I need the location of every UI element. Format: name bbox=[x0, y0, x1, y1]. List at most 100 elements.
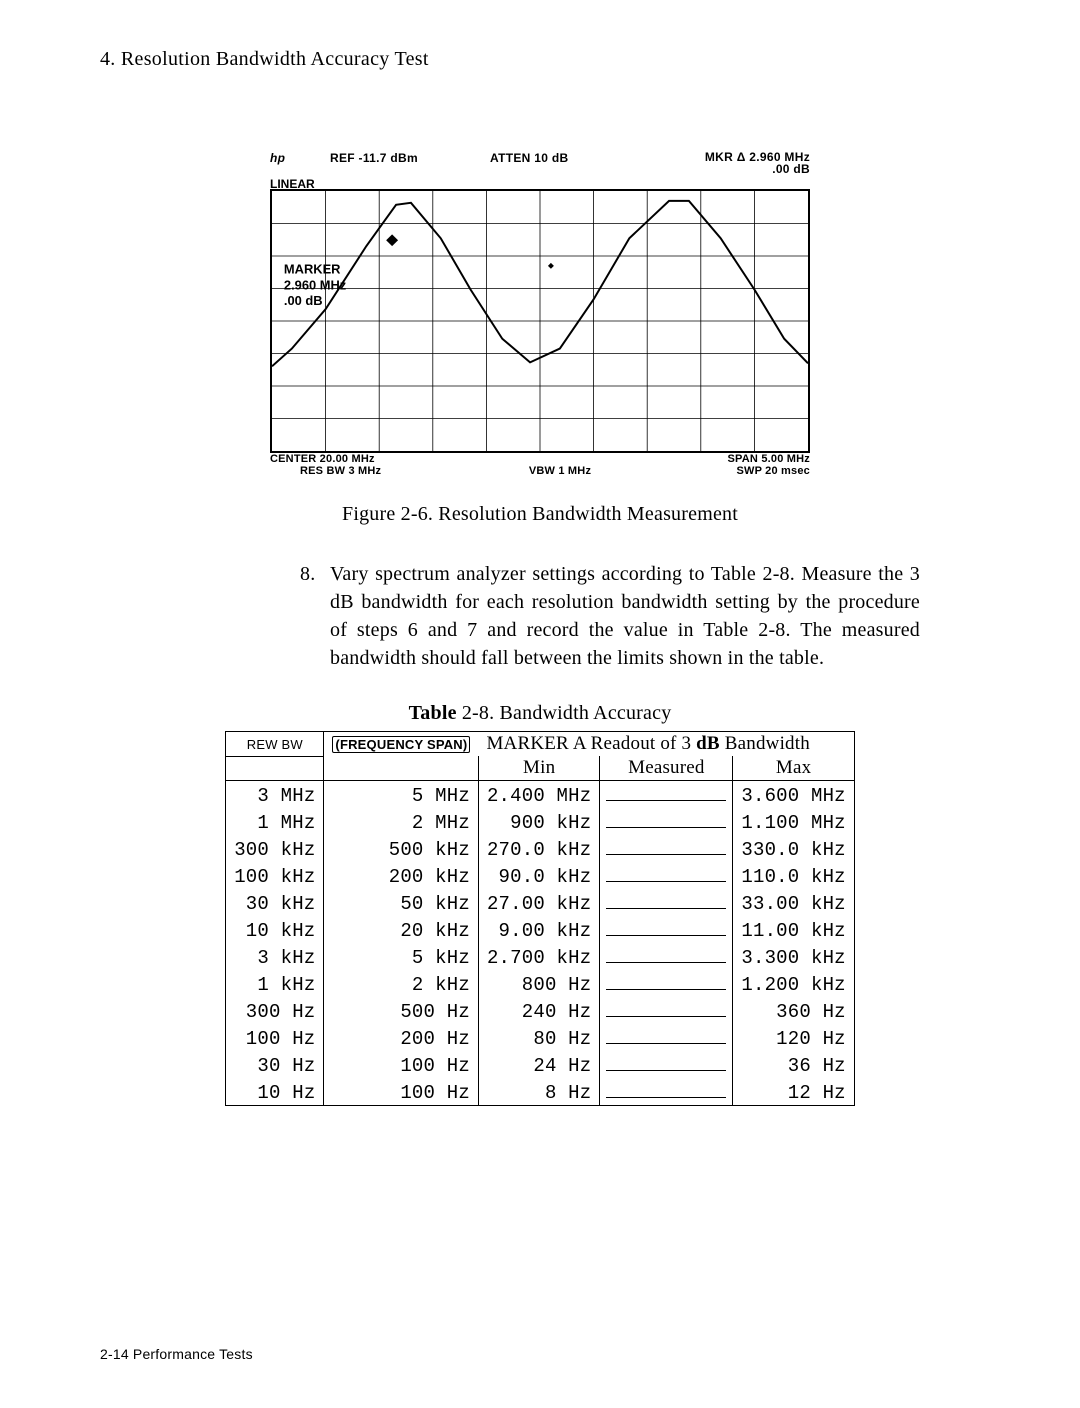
span: SPAN 5.00 MHz bbox=[728, 453, 810, 465]
hdr-resbw: REW BW bbox=[226, 732, 324, 757]
cell-resbw: 3 MHz bbox=[226, 781, 324, 809]
hdr-marker-readout: MARKER A Readout of 3 dB Bandwidth bbox=[478, 732, 854, 757]
cell-min: 2.700 kHz bbox=[478, 943, 599, 970]
cell-min: 2.400 MHz bbox=[478, 781, 599, 809]
cell-measured[interactable] bbox=[600, 943, 733, 970]
cell-measured[interactable] bbox=[600, 862, 733, 889]
table-row: 300 kHz500 kHz270.0 kHz330.0 kHz bbox=[226, 835, 855, 862]
cell-min: 270.0 kHz bbox=[478, 835, 599, 862]
cell-freqspan: 5 kHz bbox=[324, 943, 479, 970]
table-caption: Table 2-8. Bandwidth Accuracy bbox=[140, 702, 940, 725]
cell-min: 9.00 kHz bbox=[478, 916, 599, 943]
spectrum-analyzer-figure: hp REF -11.7 dBm ATTEN 10 dB MKR Δ 2.960… bbox=[270, 151, 810, 477]
table-row: 10 kHz20 kHz9.00 kHz 11.00 kHz bbox=[226, 916, 855, 943]
cell-max: 12 Hz bbox=[733, 1078, 854, 1106]
cell-max: 360 Hz bbox=[733, 997, 854, 1024]
analyzer-top-labels: hp REF -11.7 dBm ATTEN 10 dB MKR Δ 2.960… bbox=[270, 151, 810, 175]
cell-min: 900 kHz bbox=[478, 808, 599, 835]
hdr-freqspan: (FREQUENCY SPAN) bbox=[324, 732, 479, 757]
cell-min: 240 Hz bbox=[478, 997, 599, 1024]
cell-max: 330.0 kHz bbox=[733, 835, 854, 862]
cell-resbw: 30 kHz bbox=[226, 889, 324, 916]
cell-resbw: 10 kHz bbox=[226, 916, 324, 943]
marker-val1: 2.960 MHz bbox=[284, 278, 346, 293]
hp-logo: hp bbox=[270, 151, 330, 175]
cell-resbw: 10 Hz bbox=[226, 1078, 324, 1106]
cell-resbw: 1 kHz bbox=[226, 970, 324, 997]
cell-max: 36 Hz bbox=[733, 1051, 854, 1078]
table-row: 30 Hz100 Hz24 Hz 36 Hz bbox=[226, 1051, 855, 1078]
page-footer: 2-14 Performance Tests bbox=[100, 1346, 253, 1362]
cell-freqspan: 20 kHz bbox=[324, 916, 479, 943]
cell-resbw: 3 kHz bbox=[226, 943, 324, 970]
marker-delta-line2: .00 dB bbox=[772, 162, 810, 176]
cell-max: 3.600 MHz bbox=[733, 781, 854, 809]
step-text: Vary spectrum analyzer settings accordin… bbox=[330, 560, 920, 672]
cell-freqspan: 100 Hz bbox=[324, 1051, 479, 1078]
table-row: 100 kHz200 kHz90.0 kHz 110.0 kHz bbox=[226, 862, 855, 889]
table-row: 3 MHz5 MHz2.400 MHz 3.600 MHz bbox=[226, 781, 855, 809]
cell-min: 8 Hz bbox=[478, 1078, 599, 1106]
cell-freqspan: 200 Hz bbox=[324, 1024, 479, 1051]
cell-resbw: 100 kHz bbox=[226, 862, 324, 889]
cell-max: 11.00 kHz bbox=[733, 916, 854, 943]
cell-freqspan: 100 Hz bbox=[324, 1078, 479, 1106]
cell-resbw: 1 MHz bbox=[226, 808, 324, 835]
table-row: 10 Hz100 Hz8 Hz 12 Hz bbox=[226, 1078, 855, 1106]
sweep: SWP 20 msec bbox=[736, 465, 810, 477]
section-heading: 4. Resolution Bandwidth Accuracy Test bbox=[100, 48, 940, 71]
cell-freqspan: 200 kHz bbox=[324, 862, 479, 889]
cell-measured[interactable] bbox=[600, 781, 733, 809]
hdr-min: Min bbox=[478, 756, 599, 781]
vbw: VBW 1 MHz bbox=[529, 465, 591, 477]
cell-min: 24 Hz bbox=[478, 1051, 599, 1078]
bandwidth-table: REW BW (FREQUENCY SPAN) MARKER A Readout… bbox=[225, 731, 855, 1106]
hdr-max: Max bbox=[733, 756, 854, 781]
res-bw: RES BW 3 MHz bbox=[300, 465, 381, 477]
cell-measured[interactable] bbox=[600, 997, 733, 1024]
cell-resbw: 300 Hz bbox=[226, 997, 324, 1024]
cell-measured[interactable] bbox=[600, 1051, 733, 1078]
cell-min: 90.0 kHz bbox=[478, 862, 599, 889]
table-row: 1 MHz2 MHz900 kHz 1.100 MHz bbox=[226, 808, 855, 835]
cell-measured[interactable] bbox=[600, 1024, 733, 1051]
cell-freqspan: 500 kHz bbox=[324, 835, 479, 862]
marker-diamond-icon bbox=[386, 234, 398, 246]
center-freq: CENTER 20.00 MHz bbox=[270, 453, 375, 465]
cell-measured[interactable] bbox=[600, 835, 733, 862]
cell-min: 80 Hz bbox=[478, 1024, 599, 1051]
cell-measured[interactable] bbox=[600, 916, 733, 943]
cell-max: 1.200 kHz bbox=[733, 970, 854, 997]
cell-max: 1.100 MHz bbox=[733, 808, 854, 835]
marker-val2: .00 dB bbox=[284, 293, 323, 308]
hdr-measured: Measured bbox=[600, 756, 733, 781]
cell-freqspan: 2 MHz bbox=[324, 808, 479, 835]
ref-level: REF -11.7 dBm bbox=[330, 151, 490, 175]
cell-measured[interactable] bbox=[600, 808, 733, 835]
table-row: 30 kHz50 kHz27.00 kHz 33.00 kHz bbox=[226, 889, 855, 916]
cell-max: 33.00 kHz bbox=[733, 889, 854, 916]
cell-measured[interactable] bbox=[600, 970, 733, 997]
table-row: 300 Hz500 Hz240 Hz 360 Hz bbox=[226, 997, 855, 1024]
analyzer-display: MARKER 2.960 MHz .00 dB bbox=[270, 189, 810, 453]
cell-measured[interactable] bbox=[600, 889, 733, 916]
cell-min: 27.00 kHz bbox=[478, 889, 599, 916]
table-row: 100 Hz200 Hz80 Hz120 Hz bbox=[226, 1024, 855, 1051]
marker-delta: MKR Δ 2.960 MHz .00 dB bbox=[650, 151, 810, 175]
cell-max: 3.300 kHz bbox=[733, 943, 854, 970]
marker-dot-icon bbox=[548, 263, 554, 269]
cell-freqspan: 500 Hz bbox=[324, 997, 479, 1024]
step-number: 8. bbox=[300, 560, 330, 672]
cell-max: 120 Hz bbox=[733, 1024, 854, 1051]
cell-max: 110.0 kHz bbox=[733, 862, 854, 889]
cell-freqspan: 5 MHz bbox=[324, 781, 479, 809]
step-8: 8. Vary spectrum analyzer settings accor… bbox=[300, 560, 920, 672]
figure-caption: Figure 2-6. Resolution Bandwidth Measure… bbox=[140, 503, 940, 526]
cell-freqspan: 2 kHz bbox=[324, 970, 479, 997]
attenuation: ATTEN 10 dB bbox=[490, 151, 650, 175]
cell-freqspan: 50 kHz bbox=[324, 889, 479, 916]
cell-resbw: 30 Hz bbox=[226, 1051, 324, 1078]
cell-min: 800 Hz bbox=[478, 970, 599, 997]
cell-measured[interactable] bbox=[600, 1078, 733, 1106]
table-row: 3 kHz5 kHz2.700 kHz 3.300 kHz bbox=[226, 943, 855, 970]
